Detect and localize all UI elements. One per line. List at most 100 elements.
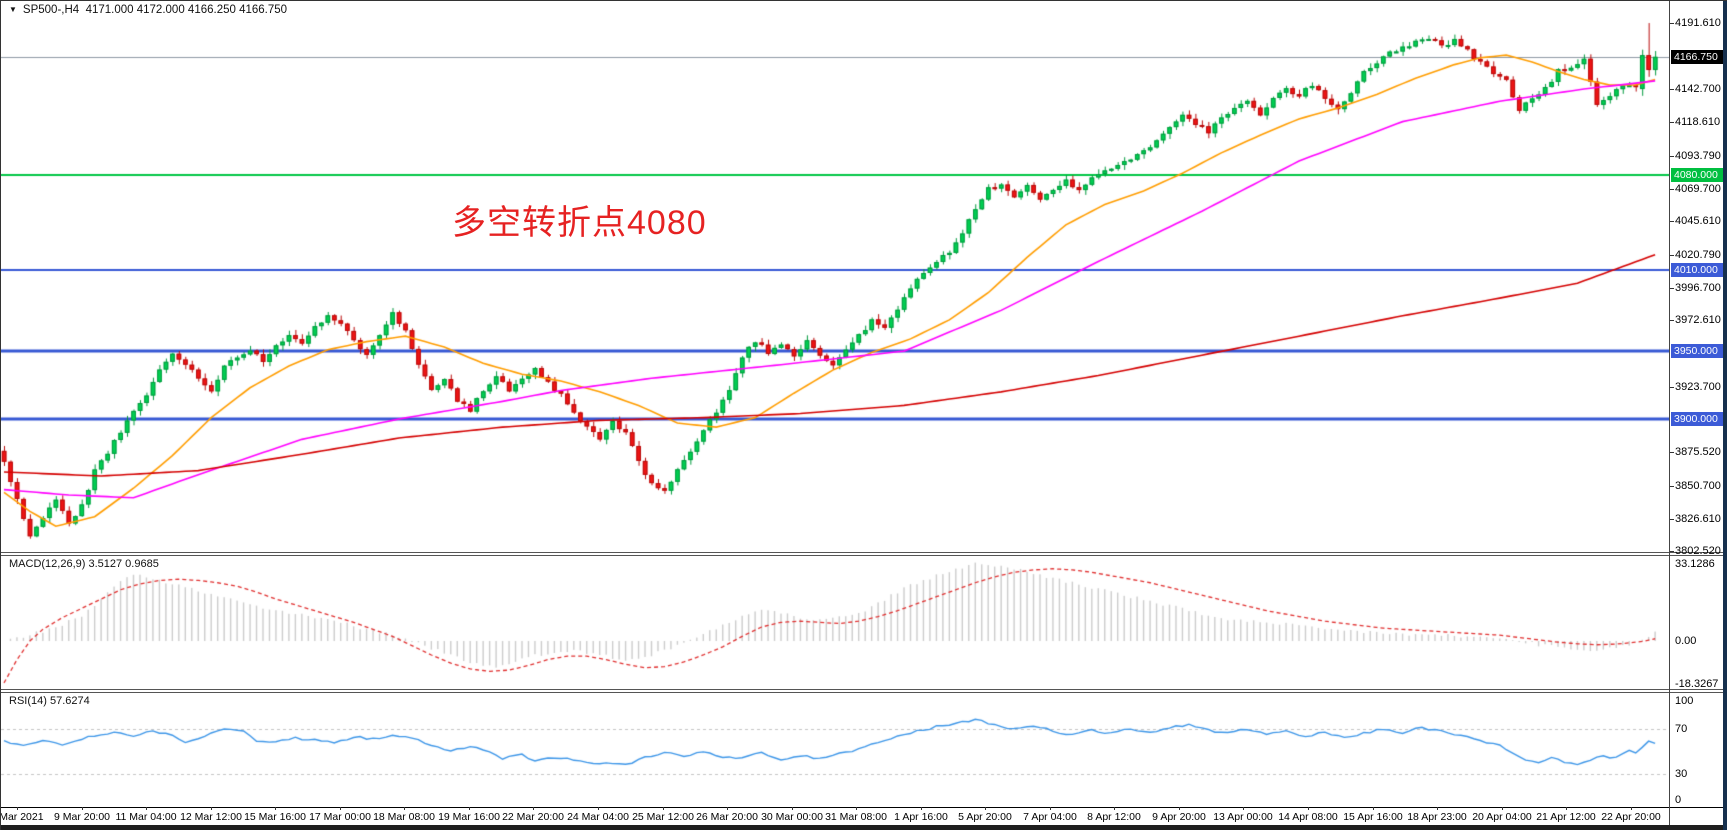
- price-tick-label: 3996.700: [1675, 282, 1721, 294]
- ohlc-open: 4171.000: [85, 4, 134, 16]
- rsi-label: RSI(14) 57.6274: [9, 695, 90, 707]
- time-axis-label: 8 Mar 2021: [0, 811, 44, 823]
- time-axis-label: 18 Apr 23:00: [1407, 811, 1467, 823]
- time-tick-mark: [340, 807, 341, 810]
- time-axis-label: 21 Apr 12:00: [1536, 811, 1596, 823]
- time-axis-label: 31 Mar 08:00: [825, 811, 887, 823]
- price-tick-label: 3972.610: [1675, 314, 1721, 326]
- macd-indicator-chart[interactable]: [1, 556, 1669, 689]
- time-tick-mark: [1502, 807, 1503, 810]
- time-axis-label: 19 Mar 16:00: [438, 811, 500, 823]
- text-annotation[interactable]: 多空转折点4080: [452, 204, 707, 242]
- price-tick-label: 4118.610: [1675, 116, 1721, 128]
- price-tick-mark: [1670, 551, 1674, 552]
- time-axis-label: 25 Mar 12:00: [632, 811, 694, 823]
- time-axis-label: 11 Mar 04:00: [115, 811, 177, 823]
- time-tick-mark: [727, 807, 728, 810]
- time-tick-mark: [1114, 807, 1115, 810]
- rsi-axis-label: 100: [1675, 695, 1694, 707]
- price-tick-mark: [1670, 486, 1674, 487]
- price-tick-mark: [1670, 221, 1674, 222]
- window-bottom-edge: [1, 825, 1723, 830]
- time-tick-mark: [598, 807, 599, 810]
- price-tick-label: 4142.700: [1675, 83, 1721, 95]
- time-axis-label: 9 Apr 20:00: [1152, 811, 1206, 823]
- level-price-badge: 4080.000: [1671, 168, 1723, 182]
- price-tick-mark: [1670, 320, 1674, 321]
- time-axis-label: 24 Mar 04:00: [567, 811, 629, 823]
- time-axis-label: 17 Mar 00:00: [309, 811, 371, 823]
- price-tick-label: 3802.520: [1675, 545, 1721, 557]
- level-price-badge: 3900.000: [1671, 412, 1723, 426]
- ohlc-close: 4166.750: [239, 4, 288, 16]
- current-price-badge: 4166.750: [1671, 50, 1723, 64]
- ohlc-low: 4166.250: [187, 4, 236, 16]
- window-right-edge: [1723, 1, 1727, 830]
- time-tick-mark: [1566, 807, 1567, 810]
- level-price-badge: 3950.000: [1671, 344, 1723, 358]
- rsi-axis-label: 0: [1675, 794, 1682, 806]
- time-axis-label: 8 Apr 12:00: [1087, 811, 1141, 823]
- rsi-indicator-chart[interactable]: [1, 693, 1669, 807]
- price-tick-label: 4093.790: [1675, 150, 1721, 162]
- time-tick-mark: [404, 807, 405, 810]
- price-tick-mark: [1670, 189, 1674, 190]
- time-tick-mark: [1437, 807, 1438, 810]
- time-tick-mark: [1631, 807, 1632, 810]
- price-axis-separator: [1669, 1, 1670, 825]
- time-axis-label: 15 Apr 16:00: [1343, 811, 1403, 823]
- panel-separator[interactable]: [1, 692, 1723, 693]
- time-tick-mark: [856, 807, 857, 810]
- time-axis-label: 26 Mar 20:00: [696, 811, 758, 823]
- chart-title-bar: ▼ SP500-,H4 4171.000 4172.000 4166.250 41…: [9, 4, 287, 16]
- price-tick-mark: [1670, 122, 1674, 123]
- panel-separator[interactable]: [1, 689, 1723, 690]
- panel-separator[interactable]: [1, 555, 1723, 556]
- time-tick-mark: [211, 807, 212, 810]
- price-tick-mark: [1670, 255, 1674, 256]
- price-tick-mark: [1670, 156, 1674, 157]
- price-tick-label: 4191.610: [1675, 17, 1721, 29]
- time-tick-mark: [275, 807, 276, 810]
- time-tick-mark: [921, 807, 922, 810]
- time-axis-label: 7 Apr 04:00: [1023, 811, 1077, 823]
- price-tick-mark: [1670, 89, 1674, 90]
- price-tick-mark: [1670, 23, 1674, 24]
- price-tick-mark: [1670, 452, 1674, 453]
- time-axis-label: 22 Apr 20:00: [1601, 811, 1661, 823]
- time-axis-label: 30 Mar 00:00: [761, 811, 823, 823]
- price-tick-label: 4069.700: [1675, 183, 1721, 195]
- price-tick-label: 3923.700: [1675, 381, 1721, 393]
- price-tick-label: 3875.520: [1675, 446, 1721, 458]
- time-tick-mark: [1308, 807, 1309, 810]
- price-tick-label: 4045.610: [1675, 215, 1721, 227]
- time-axis-label: 1 Apr 16:00: [894, 811, 948, 823]
- price-tick-mark: [1670, 387, 1674, 388]
- price-tick-mark: [1670, 288, 1674, 289]
- time-tick-mark: [82, 807, 83, 810]
- time-axis-label: 14 Apr 08:00: [1278, 811, 1338, 823]
- time-tick-mark: [469, 807, 470, 810]
- time-tick-mark: [1243, 807, 1244, 810]
- time-tick-mark: [663, 807, 664, 810]
- main-price-chart[interactable]: [1, 1, 1669, 552]
- chart-dropdown-icon[interactable]: ▼: [9, 5, 17, 14]
- symbol-timeframe: SP500-,H4: [22, 4, 80, 16]
- time-tick-mark: [1179, 807, 1180, 810]
- time-tick-mark: [146, 807, 147, 810]
- time-tick-mark: [1050, 807, 1051, 810]
- time-tick-mark: [1373, 807, 1374, 810]
- macd-axis-label: 0.00: [1675, 635, 1697, 647]
- price-tick-label: 4020.790: [1675, 249, 1721, 261]
- panel-separator[interactable]: [1, 552, 1723, 553]
- macd-values: 3.5127 0.9685: [88, 558, 159, 570]
- time-axis-separator: [1, 807, 1723, 808]
- time-axis-label: 12 Mar 12:00: [180, 811, 242, 823]
- time-axis-label: 18 Mar 08:00: [373, 811, 435, 823]
- price-tick-label: 3826.610: [1675, 513, 1721, 525]
- level-price-badge: 4010.000: [1671, 263, 1723, 277]
- time-axis-label: 13 Apr 00:00: [1213, 811, 1273, 823]
- rsi-value: 57.6274: [49, 695, 90, 707]
- rsi-axis-label: 70: [1675, 723, 1688, 735]
